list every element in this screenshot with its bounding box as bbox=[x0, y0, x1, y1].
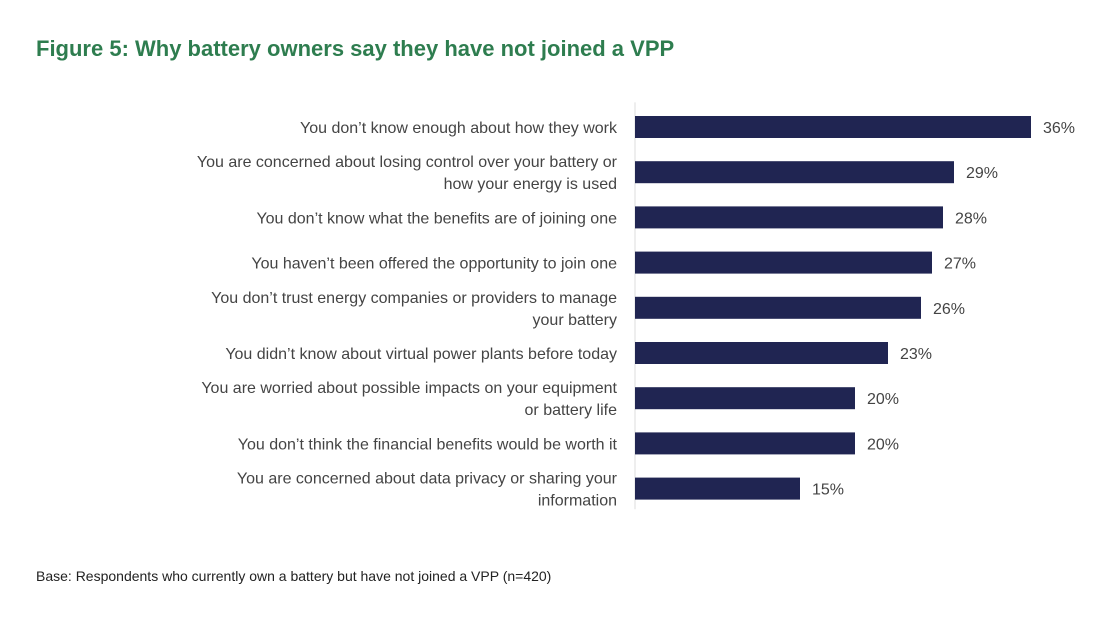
data-label: 23% bbox=[900, 346, 932, 363]
category-label-line: You are concerned about losing control o… bbox=[197, 154, 618, 171]
category-label-line: You don’t know what the benefits are of … bbox=[256, 210, 617, 227]
category-label-line: You don’t think the financial benefits w… bbox=[238, 436, 618, 453]
bar bbox=[635, 251, 932, 274]
category-label-line: You don’t know enough about how they wor… bbox=[300, 120, 618, 137]
bar bbox=[635, 116, 1031, 138]
category-label: You don’t trust energy companies or prov… bbox=[211, 290, 617, 329]
bar bbox=[635, 387, 855, 410]
data-label: 20% bbox=[867, 436, 899, 453]
category-label-line: information bbox=[538, 493, 617, 510]
category-label-line: You don’t trust energy companies or prov… bbox=[211, 290, 617, 307]
category-label-line: You are concerned about data privacy or … bbox=[237, 471, 618, 488]
category-label: You haven’t been offered the opportunity… bbox=[251, 256, 617, 273]
bar bbox=[635, 296, 921, 319]
data-label: 27% bbox=[944, 256, 976, 273]
category-label-line: how your energy is used bbox=[444, 176, 617, 193]
category-label: You don’t know enough about how they wor… bbox=[300, 120, 618, 137]
category-label-line: You are worried about possible impacts o… bbox=[201, 380, 617, 397]
bar bbox=[635, 432, 855, 455]
category-label: You didn’t know about virtual power plan… bbox=[225, 346, 617, 363]
bar bbox=[635, 206, 943, 229]
category-label-line: your battery bbox=[533, 312, 617, 329]
category-label: You are concerned about data privacy or … bbox=[237, 471, 618, 510]
category-label-line: or battery life bbox=[525, 402, 618, 419]
data-label: 26% bbox=[933, 301, 965, 318]
category-label-line: You haven’t been offered the opportunity… bbox=[251, 256, 617, 273]
bar bbox=[635, 342, 888, 364]
category-label-line: You didn’t know about virtual power plan… bbox=[225, 346, 617, 363]
data-label: 20% bbox=[867, 391, 899, 408]
category-label: You are worried about possible impacts o… bbox=[201, 380, 617, 419]
data-label: 36% bbox=[1043, 120, 1075, 137]
category-label: You don’t know what the benefits are of … bbox=[256, 210, 617, 227]
data-label: 15% bbox=[812, 482, 844, 499]
category-label: You don’t think the financial benefits w… bbox=[238, 436, 618, 453]
category-label: You are concerned about losing control o… bbox=[197, 154, 618, 193]
bar bbox=[635, 477, 800, 500]
data-label: 28% bbox=[955, 210, 987, 227]
data-label: 29% bbox=[966, 165, 998, 182]
bar bbox=[635, 161, 954, 184]
chart-title: Figure 5: Why battery owners say they ha… bbox=[36, 36, 675, 61]
chart-footnote: Base: Respondents who currently own a ba… bbox=[36, 568, 552, 584]
